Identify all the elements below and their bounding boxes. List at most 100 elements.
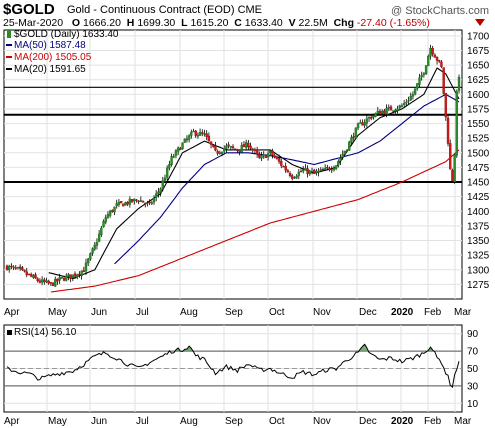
candle-body bbox=[293, 177, 296, 179]
candle-body bbox=[117, 201, 121, 205]
candle-body bbox=[89, 253, 92, 260]
candle-body bbox=[40, 279, 44, 283]
candle-body bbox=[113, 206, 116, 213]
rsi-x-tick-label: Dec bbox=[359, 416, 377, 427]
candle-body bbox=[135, 199, 138, 201]
price-x-tick-label: Nov bbox=[313, 307, 331, 318]
candle-body bbox=[23, 269, 26, 272]
candle-body bbox=[69, 274, 72, 279]
rsi-y-tick-label: 90 bbox=[467, 329, 479, 340]
candle-body bbox=[71, 274, 75, 278]
candle-body bbox=[266, 153, 270, 158]
candle-body bbox=[179, 148, 182, 151]
candle-body bbox=[359, 122, 362, 124]
candle-body bbox=[291, 175, 294, 179]
candle-body bbox=[352, 136, 355, 138]
rsi-x-tick-label: Jun bbox=[91, 416, 107, 427]
candle-body bbox=[249, 145, 252, 149]
candle-body bbox=[378, 110, 382, 115]
low-label: L bbox=[181, 17, 188, 29]
legend-label: MA(200) 1505.05 bbox=[14, 52, 92, 63]
candle-body bbox=[407, 100, 410, 102]
candle-body bbox=[67, 274, 70, 277]
candle-body bbox=[394, 109, 397, 112]
rsi-x-tick-label: Jul bbox=[136, 416, 149, 427]
candle-body bbox=[284, 165, 287, 171]
candle-body bbox=[18, 266, 22, 269]
rsi-x-tick-label: Apr bbox=[4, 416, 20, 427]
candle-body bbox=[319, 169, 322, 171]
price-y-tick-label: 1550 bbox=[467, 119, 490, 130]
candle-body bbox=[192, 130, 195, 133]
price-y-tick-label: 1300 bbox=[467, 265, 490, 276]
candle-body bbox=[38, 280, 42, 283]
candle-body bbox=[122, 203, 125, 207]
candle-body bbox=[12, 266, 15, 268]
candle-body bbox=[396, 108, 399, 111]
candle-body bbox=[168, 164, 171, 169]
candle-body bbox=[43, 279, 46, 283]
candle-body bbox=[444, 92, 448, 118]
candle-body bbox=[227, 144, 230, 147]
candle-body bbox=[78, 273, 81, 276]
price-y-tick-label: 1450 bbox=[467, 178, 490, 189]
candle-body bbox=[229, 146, 233, 148]
price-y-tick-label: 1425 bbox=[467, 192, 490, 203]
candle-body bbox=[435, 56, 439, 61]
price-x-tick-label: May bbox=[48, 307, 67, 318]
candle-body bbox=[389, 106, 393, 111]
candle-body bbox=[391, 110, 395, 112]
price-x-tick-label: Sep bbox=[225, 307, 243, 318]
candle-body bbox=[100, 227, 103, 235]
candle-body bbox=[363, 122, 366, 126]
candle-body bbox=[286, 170, 290, 173]
rsi-x-tick-label: Sep bbox=[225, 416, 243, 427]
candle-body bbox=[205, 133, 208, 138]
candle-body bbox=[209, 141, 213, 145]
candle-body bbox=[453, 154, 456, 182]
candle-body bbox=[374, 113, 377, 117]
candle-body bbox=[165, 167, 169, 178]
candle-body bbox=[139, 200, 143, 202]
candle-body bbox=[418, 77, 421, 85]
candle-body bbox=[343, 150, 347, 155]
price-y-tick-label: 1475 bbox=[467, 163, 490, 174]
candle-body bbox=[56, 278, 59, 282]
candle-body bbox=[218, 152, 222, 155]
candle-body bbox=[365, 118, 369, 124]
candle-body bbox=[65, 275, 68, 281]
rsi-x-tick-label: Feb bbox=[424, 416, 442, 427]
candle-body bbox=[304, 168, 307, 171]
candle-body bbox=[422, 73, 426, 75]
price-y-tick-label: 1525 bbox=[467, 134, 490, 145]
candle-body bbox=[187, 135, 191, 140]
candle-body bbox=[429, 47, 432, 57]
candle-body bbox=[431, 48, 434, 55]
candle-body bbox=[216, 151, 219, 154]
candle-body bbox=[306, 168, 309, 175]
candle-body bbox=[34, 274, 37, 279]
candle-body bbox=[126, 201, 129, 205]
candle-body bbox=[413, 88, 417, 95]
candle-body bbox=[45, 280, 48, 283]
legend-label: MA(20) 1591.65 bbox=[14, 64, 86, 75]
close-label: C bbox=[234, 17, 242, 29]
candle-body bbox=[405, 101, 408, 104]
candle-body bbox=[350, 137, 353, 143]
candle-body bbox=[416, 83, 419, 89]
candle-body bbox=[119, 201, 123, 204]
candle-body bbox=[402, 103, 406, 106]
candle-body bbox=[277, 158, 281, 162]
candle-body bbox=[207, 135, 211, 142]
candle-body bbox=[104, 217, 107, 223]
candle-body bbox=[440, 61, 443, 68]
price-x-tick-label: Aug bbox=[180, 307, 198, 318]
rsi-x-tick-label: Mar bbox=[454, 416, 472, 427]
candle-body bbox=[315, 171, 318, 173]
price-y-tick-label: 1650 bbox=[467, 61, 490, 72]
candle-body bbox=[337, 161, 340, 166]
candle-body bbox=[381, 110, 384, 114]
candle-body bbox=[80, 270, 83, 277]
candle-body bbox=[236, 149, 239, 151]
